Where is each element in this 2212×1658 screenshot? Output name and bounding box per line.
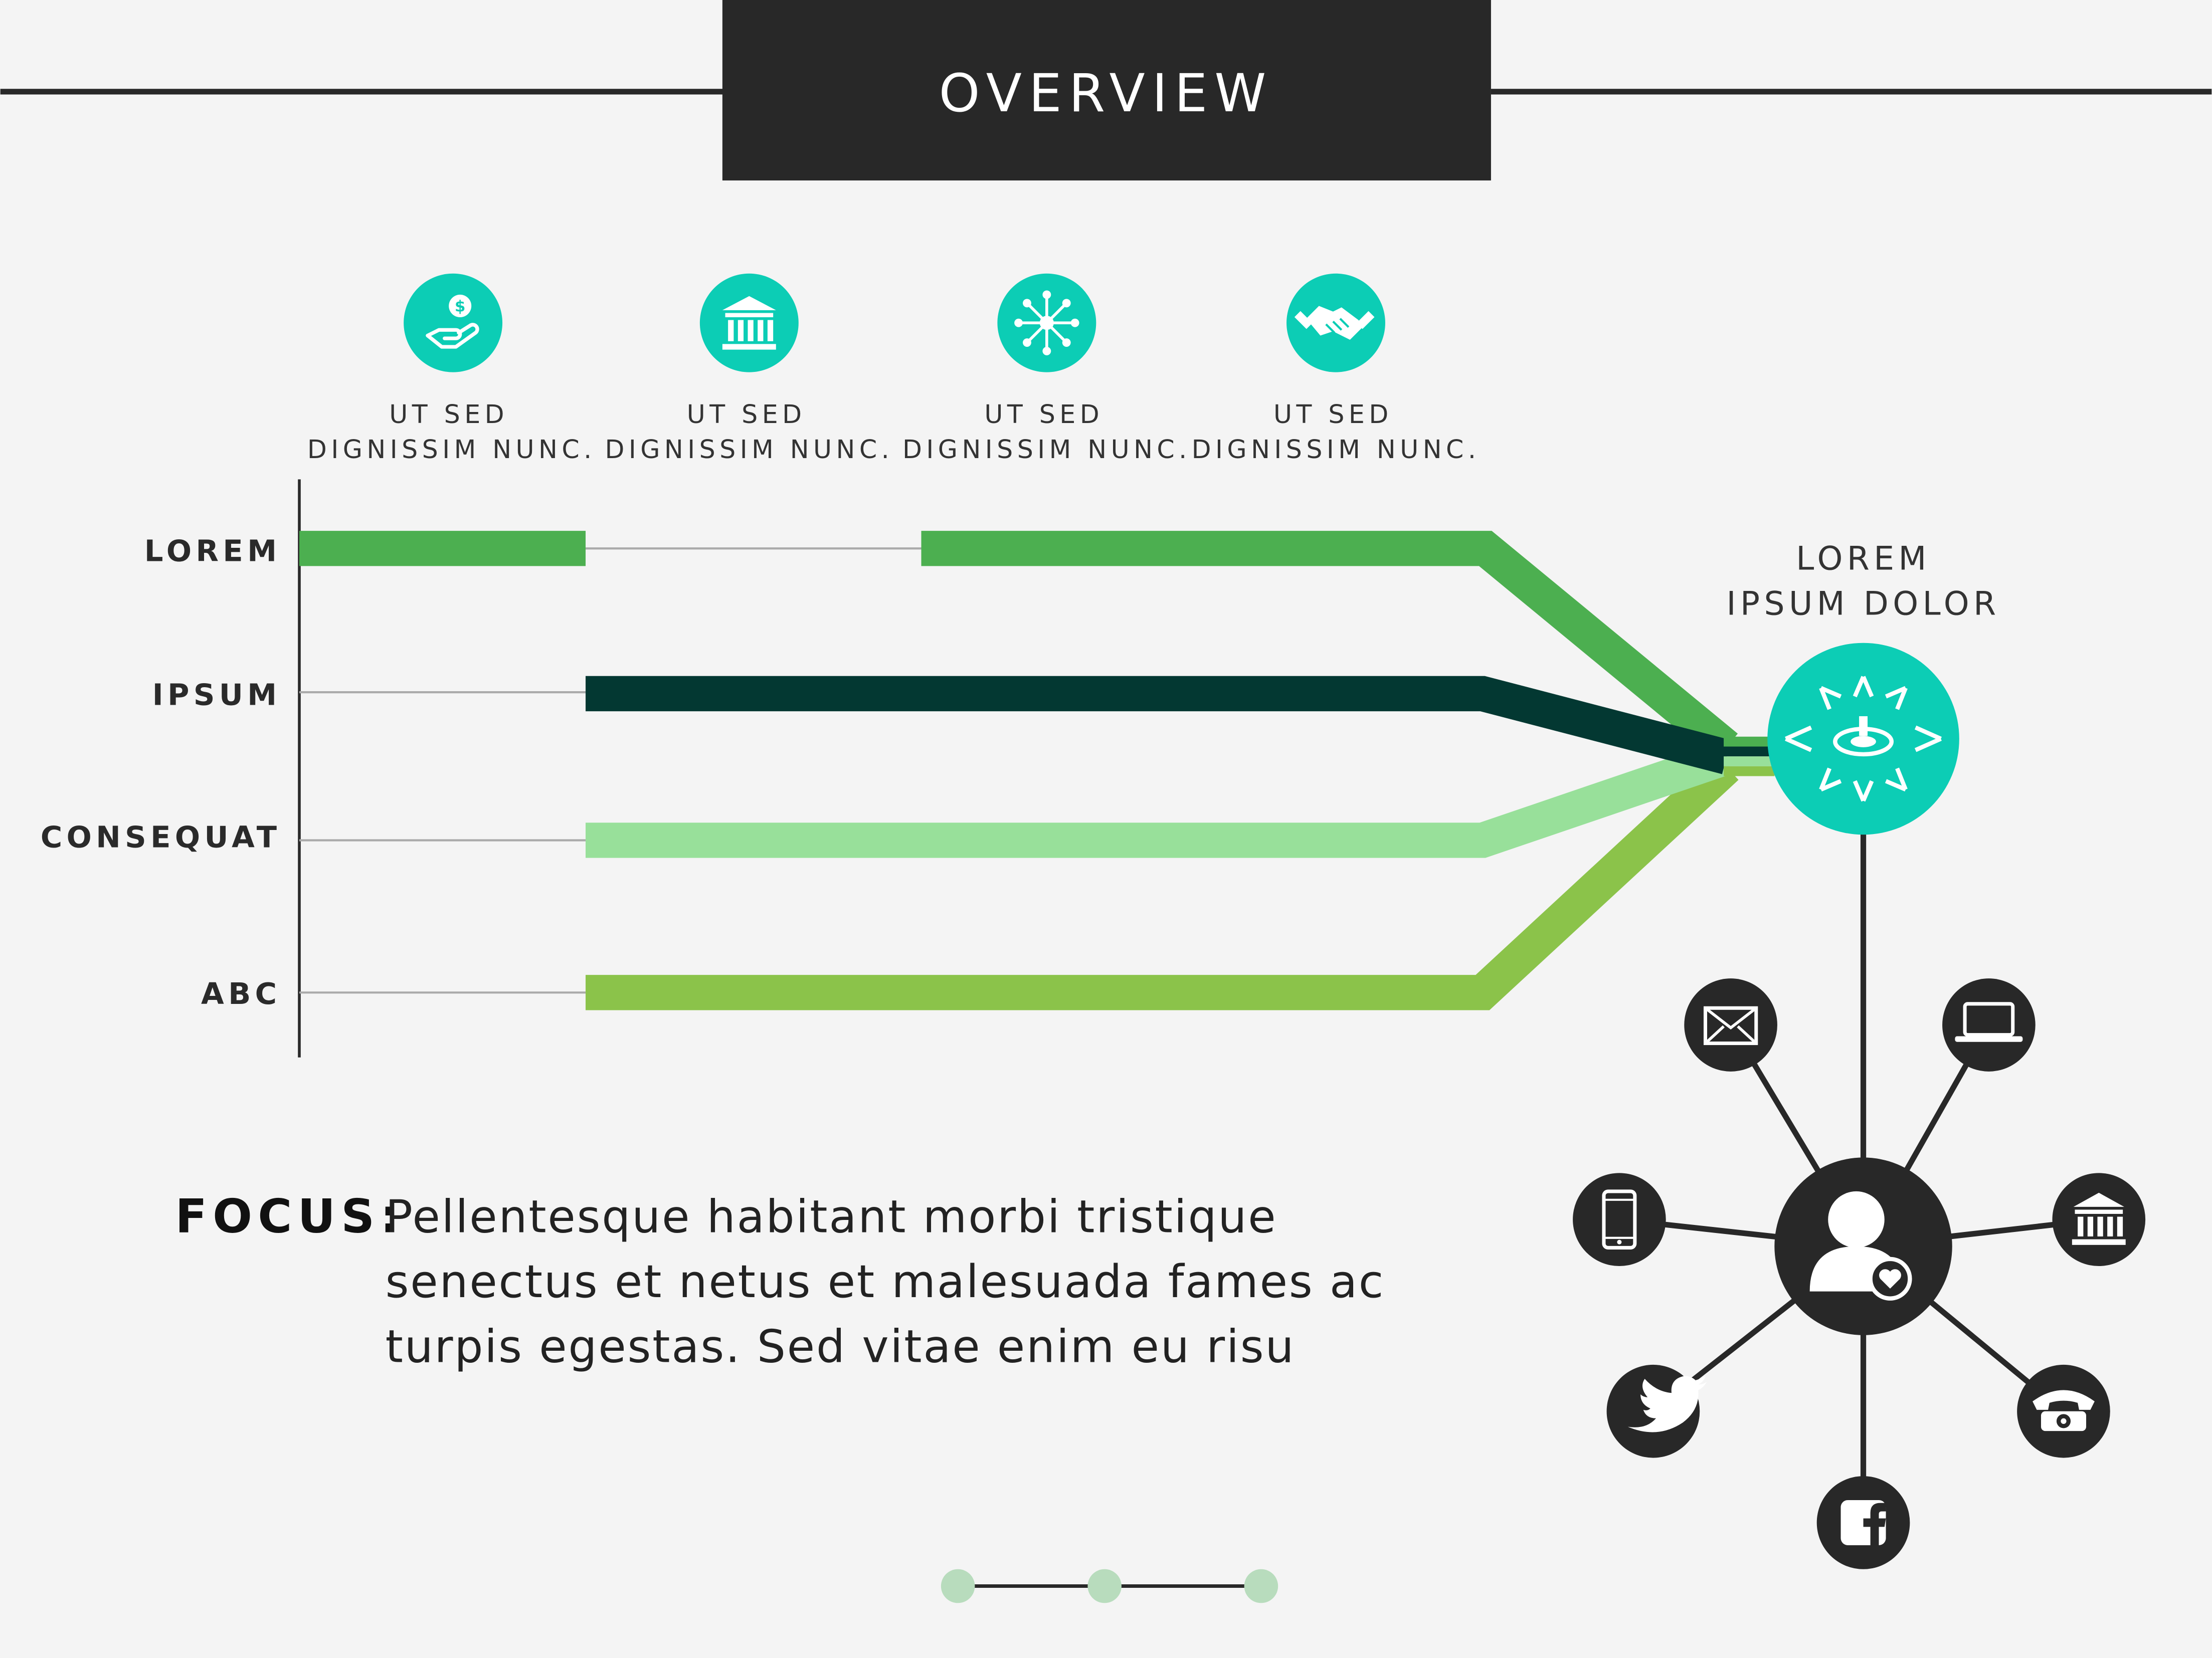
flow-bands [299,531,1775,1010]
page-title: OVERVIEW [939,63,1273,124]
hub: LOREM IPSUM DOLOR [1727,540,2000,1173]
pager-dot-1[interactable] [941,1569,975,1603]
row-label-lorem: LOREM [144,534,281,568]
pager [941,1569,1278,1603]
hub-label-line2: IPSUM DOLOR [1727,585,2000,623]
column-3-caption-line1: UT SED [984,399,1103,429]
focus-label: FOCUS: [175,1189,404,1243]
telephone-icon [2017,1364,2110,1458]
facebook-icon [1816,1476,1910,1569]
band-lorem [921,531,1738,761]
focus-text-line3: turpis egestas. Sed vitae enim eu risu [386,1320,1296,1373]
column-3: UT SED DIGNISSIM NUNC. [902,273,1191,464]
column-1-caption-line1: UT SED [389,399,508,429]
focus-text-line2: senectus et netus et malesuada fames ac [386,1256,1385,1308]
twitter-icon [1606,1364,1707,1458]
column-4-caption-line2: DIGNISSIM NUNC. [1192,435,1481,464]
column-2: UT SED DIGNISSIM NUNC. [605,273,893,464]
band-consequat [586,740,1733,858]
column-4-caption-line1: UT SED [1273,399,1393,429]
network [1573,978,2146,1569]
band-abc [586,754,1739,1010]
hand-coin-icon [404,273,503,372]
column-headers: $ UT SED DIGNISSIM NUNC. UT SED DIGNISSI… [307,273,1481,464]
hub-label-line1: LOREM [1796,540,1930,577]
pager-dot-3[interactable] [1244,1569,1278,1603]
column-1: $ UT SED DIGNISSIM NUNC. [307,273,596,464]
band-ipsum [586,676,1731,774]
header-title-box [722,0,1491,181]
column-3-caption-line2: DIGNISSIM NUNC. [902,435,1191,464]
row-axis: LOREM IPSUM CONSEQUAT ABC [41,479,925,1058]
mobile-phone-icon [1573,1173,1666,1267]
user-heart-icon [1774,1157,1952,1335]
row-label-consequat: CONSEQUAT [41,820,281,855]
pager-dot-2[interactable] [1087,1569,1122,1603]
column-2-caption-line2: DIGNISSIM NUNC. [605,435,893,464]
row-label-abc: ABC [201,976,281,1011]
bank-icon [2052,1173,2146,1267]
focus-block: FOCUS: Pellentesque habitant morbi trist… [175,1189,1385,1373]
svg-text:$: $ [455,298,466,316]
laptop-icon [1942,978,2036,1072]
column-2-caption-line1: UT SED [687,399,806,429]
column-1-caption-line2: DIGNISSIM NUNC. [307,435,596,464]
row-label-ipsum: IPSUM [152,677,281,712]
mail-icon [1684,978,1777,1072]
focus-text-line1: Pellentesque habitant morbi tristique [386,1190,1277,1243]
column-4: UT SED DIGNISSIM NUNC. [1192,273,1481,464]
header: OVERVIEW [0,0,2212,181]
